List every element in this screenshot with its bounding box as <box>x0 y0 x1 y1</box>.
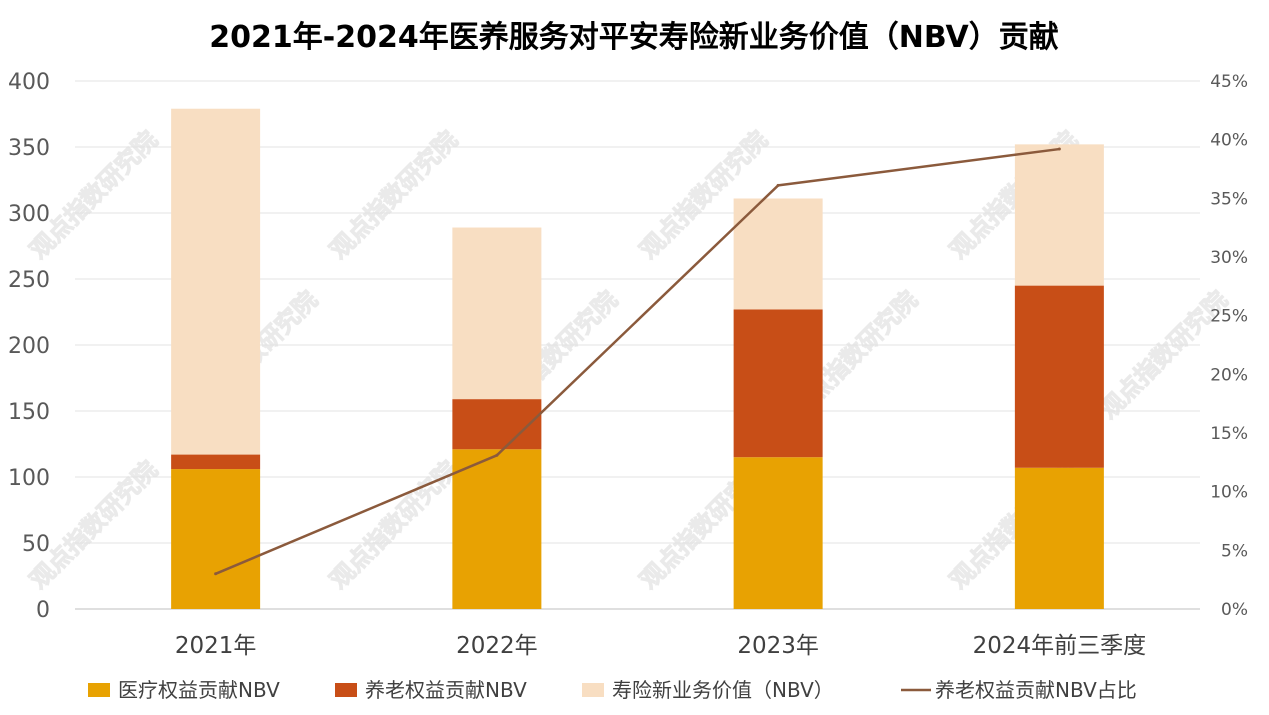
legend-label: 养老权益贡献NBV占比 <box>935 678 1137 702</box>
y-right-tick-label: 30% <box>1210 248 1248 268</box>
bar-segment-2 <box>171 454 261 470</box>
line-layer <box>214 147 1061 576</box>
legend-swatch <box>88 683 110 697</box>
y-right-tick-label: 15% <box>1210 424 1248 444</box>
legend-label: 医疗权益贡献NBV <box>118 678 280 702</box>
chart-title: 2021年-2024年医养服务对平安寿险新业务价值（NBV）贡献 <box>209 20 1058 55</box>
x-tick-label: 2024年前三季度 <box>973 633 1147 659</box>
bar-segment-3 <box>1014 144 1104 286</box>
line-point <box>214 572 218 576</box>
legend-label: 寿险新业务价值（NBV） <box>612 678 834 702</box>
line-series <box>215 147 1060 575</box>
x-tick-label: 2023年 <box>737 633 819 659</box>
y-left-tick-label: 350 <box>8 136 50 161</box>
bars <box>171 108 1104 609</box>
y-left-tick-label: 200 <box>8 334 50 359</box>
y-left-tick-label: 400 <box>8 70 50 95</box>
y-right-tick-label: 10% <box>1210 483 1248 503</box>
y-right-tick-label: 45% <box>1210 72 1248 92</box>
y-left-tick-label: 150 <box>8 400 50 425</box>
y-left-tick-label: 50 <box>22 532 50 557</box>
bar-segment-2 <box>1014 285 1104 468</box>
legend: 医疗权益贡献NBV 养老权益贡献NBV 寿险新业务价值（NBV） 养老权益贡献NBV占… <box>88 678 1137 702</box>
x-tick-label: 2022年 <box>456 633 538 659</box>
watermark-text: 观点指数研究院 <box>324 456 463 595</box>
y-right-tick-label: 5% <box>1221 541 1248 561</box>
bar-segment-2 <box>452 399 542 450</box>
x-tick-label: 2021年 <box>175 633 257 659</box>
bar-segment-1 <box>452 449 542 609</box>
y-axis-left: 0 50 100 150 200 250 300 350 400 <box>8 70 50 623</box>
bar-segment-1 <box>171 469 261 609</box>
y-right-tick-label: 20% <box>1210 365 1248 385</box>
legend-swatch <box>582 683 604 697</box>
y-left-tick-label: 100 <box>8 466 50 491</box>
y-right-tick-label: 0% <box>1221 600 1248 620</box>
x-axis: 2021年 2022年 2023年 2024年前三季度 <box>175 633 1146 659</box>
watermark-text: 观点指数研究院 <box>324 126 463 265</box>
bar-segment-3 <box>452 227 542 400</box>
line-point <box>1057 147 1061 151</box>
bar-segment-3 <box>733 198 823 310</box>
legend-swatch <box>335 683 357 697</box>
gridlines <box>75 80 1200 610</box>
line-point <box>495 453 499 457</box>
y-right-tick-label: 35% <box>1210 189 1248 209</box>
bar-segment-2 <box>733 309 823 458</box>
line-point <box>776 183 780 187</box>
bar-segment-1 <box>1014 467 1104 609</box>
y-left-tick-label: 300 <box>8 202 50 227</box>
y-left-tick-label: 0 <box>36 598 50 623</box>
bar-segment-3 <box>171 108 261 455</box>
y-left-tick-label: 250 <box>8 268 50 293</box>
y-axis-right: 0% 5% 10% 15% 20% 25% 30% 35% 40% 45% <box>1210 72 1248 620</box>
bar-segment-1 <box>733 457 823 609</box>
y-right-tick-label: 25% <box>1210 307 1248 327</box>
legend-label: 养老权益贡献NBV <box>365 678 527 702</box>
y-right-tick-label: 40% <box>1210 131 1248 151</box>
